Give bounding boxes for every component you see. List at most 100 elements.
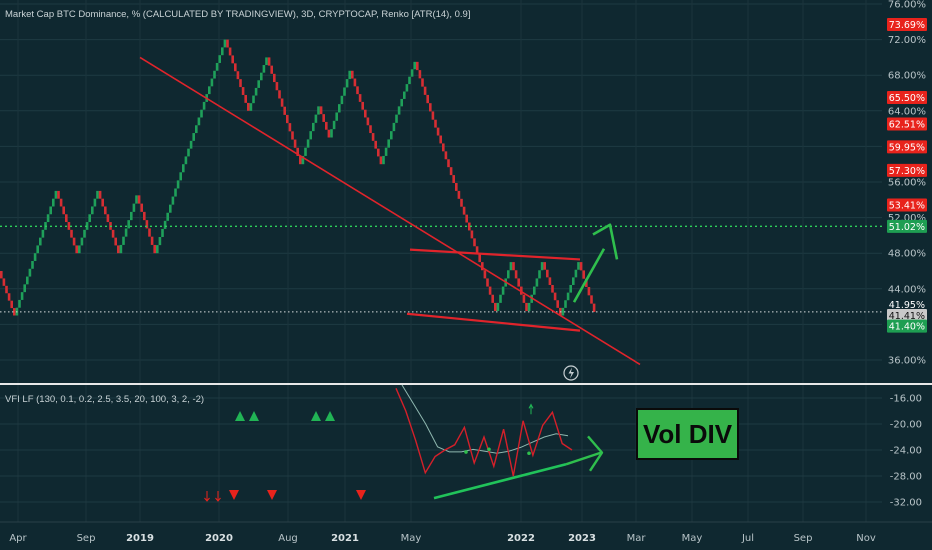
renko-brick-up bbox=[174, 188, 177, 197]
renko-brick-up bbox=[80, 237, 84, 246]
renko-brick-up bbox=[408, 76, 411, 85]
renko-brick-down bbox=[2, 278, 6, 286]
renko-brick-down bbox=[239, 79, 242, 88]
renko-brick-up bbox=[332, 120, 336, 130]
time-axis[interactable]: Apr Sep 2019 2020 Aug 2021 May 2022 2023 Mar May Ju… bbox=[9, 533, 875, 544]
renko-brick-down bbox=[444, 151, 448, 160]
renko-brick-down bbox=[481, 262, 484, 271]
price-tick-label: 36.00% bbox=[888, 356, 926, 367]
renko-brick-down bbox=[111, 229, 115, 238]
price-badge-bg bbox=[887, 319, 927, 333]
renko-brick-down bbox=[468, 222, 471, 231]
renko-brick-down bbox=[590, 295, 593, 304]
renko-brick-up bbox=[52, 198, 55, 207]
renko-brick-down bbox=[275, 82, 279, 91]
renko-brick-up bbox=[91, 206, 94, 215]
renko-brick-down bbox=[483, 270, 487, 279]
renko-brick-down bbox=[436, 127, 440, 136]
renko-brick-down bbox=[267, 57, 271, 66]
price-tick-label: 56.00% bbox=[888, 178, 926, 189]
sell-triangle-marker bbox=[267, 490, 277, 500]
time-tick-label: May bbox=[682, 533, 703, 544]
renko-brick-down bbox=[364, 109, 367, 118]
renko-brick-up bbox=[572, 277, 575, 285]
renko-brick-down bbox=[104, 206, 107, 215]
renko-brick-down bbox=[462, 206, 466, 215]
renko-brick-up bbox=[527, 302, 531, 312]
renko-brick-down bbox=[416, 61, 419, 71]
time-tick-label: 2019 bbox=[126, 533, 154, 544]
renko-brick-up bbox=[156, 245, 159, 254]
renko-brick-down bbox=[371, 133, 375, 141]
indicator-axis[interactable]: -16.00 -20.00 -24.00 -28.00 -32.00 bbox=[890, 394, 922, 509]
renko-brick-up bbox=[306, 139, 310, 148]
renko-brick-down bbox=[374, 140, 377, 149]
renko-brick-down bbox=[150, 236, 154, 245]
renko-brick-down bbox=[288, 123, 292, 132]
channel-top-line bbox=[409, 248, 581, 261]
price-badge-bg bbox=[887, 219, 927, 233]
renko-brick-up bbox=[249, 103, 253, 111]
renko-brick-up bbox=[127, 220, 130, 229]
price-badge-label: 73.69% bbox=[889, 20, 925, 31]
renko-brick-down bbox=[319, 106, 323, 115]
lightning-icon[interactable] bbox=[563, 365, 579, 381]
renko-brick-down bbox=[148, 228, 151, 237]
indicator-tick-label: -20.00 bbox=[890, 420, 922, 431]
renko-brick-up bbox=[330, 129, 333, 138]
renko-brick-up bbox=[410, 69, 414, 77]
renko-brick-up bbox=[215, 62, 219, 71]
renko-brick-up bbox=[499, 294, 502, 303]
renko-brick-down bbox=[293, 139, 297, 148]
renko-brick-down bbox=[322, 114, 325, 122]
renko-brick-up bbox=[395, 114, 398, 123]
renko-brick-down bbox=[327, 129, 331, 138]
renko-brick-down bbox=[7, 293, 11, 301]
renko-brick-up bbox=[197, 117, 201, 126]
renko-brick-down bbox=[356, 86, 359, 95]
price-badge-label: 41.41% bbox=[889, 311, 925, 322]
renko-brick-up bbox=[413, 61, 416, 70]
vfi-support-line bbox=[433, 463, 567, 500]
renko-brick-up bbox=[254, 87, 258, 96]
renko-brick-up bbox=[390, 131, 393, 140]
renko-brick-up bbox=[260, 72, 263, 81]
renko-brick-down bbox=[369, 125, 372, 134]
time-tick-label: Apr bbox=[9, 533, 27, 544]
renko-brick-up bbox=[382, 155, 385, 165]
renko-brick-up bbox=[538, 270, 541, 279]
renko-brick-up bbox=[496, 302, 500, 312]
renko-brick-up bbox=[574, 269, 578, 278]
renko-brick-down bbox=[366, 117, 370, 126]
renko-brick-up bbox=[345, 79, 349, 88]
renko-brick-up bbox=[200, 109, 203, 118]
renko-brick-down bbox=[439, 135, 442, 144]
renko-brick-down bbox=[473, 238, 476, 247]
renko-brick-down bbox=[460, 198, 463, 207]
vol-div-annotation: Vol DIV bbox=[636, 408, 739, 460]
renko-brick-down bbox=[75, 245, 78, 254]
price-badge-bg bbox=[887, 90, 927, 104]
renko-brick-up bbox=[18, 299, 21, 308]
renko-brick-down bbox=[512, 262, 515, 271]
renko-brick-down bbox=[494, 302, 497, 312]
renko-brick-up bbox=[301, 155, 305, 165]
price-badge-label: 59.95% bbox=[889, 142, 925, 153]
renko-brick-down bbox=[67, 222, 71, 230]
price-badges: 73.69% 65.50% 62.51% 59.95% 57.30% 53.41% 51.0… bbox=[887, 18, 927, 333]
vol-div-label: Vol DIV bbox=[643, 419, 733, 449]
renko-brick-down bbox=[273, 73, 276, 83]
renko-brick-up bbox=[405, 84, 409, 92]
price-tick-label: 48.00% bbox=[888, 249, 926, 260]
renko-brick-up bbox=[335, 112, 338, 121]
indicator-drawings bbox=[433, 435, 604, 500]
renko-brick-down bbox=[351, 70, 354, 79]
renko-brick-down bbox=[447, 159, 450, 168]
buy-triangle-marker bbox=[249, 411, 259, 421]
renko-brick-up bbox=[338, 104, 341, 113]
renko-brick-up bbox=[210, 78, 214, 87]
downtrend-line bbox=[139, 56, 641, 366]
time-tick-label: Sep bbox=[77, 533, 96, 544]
